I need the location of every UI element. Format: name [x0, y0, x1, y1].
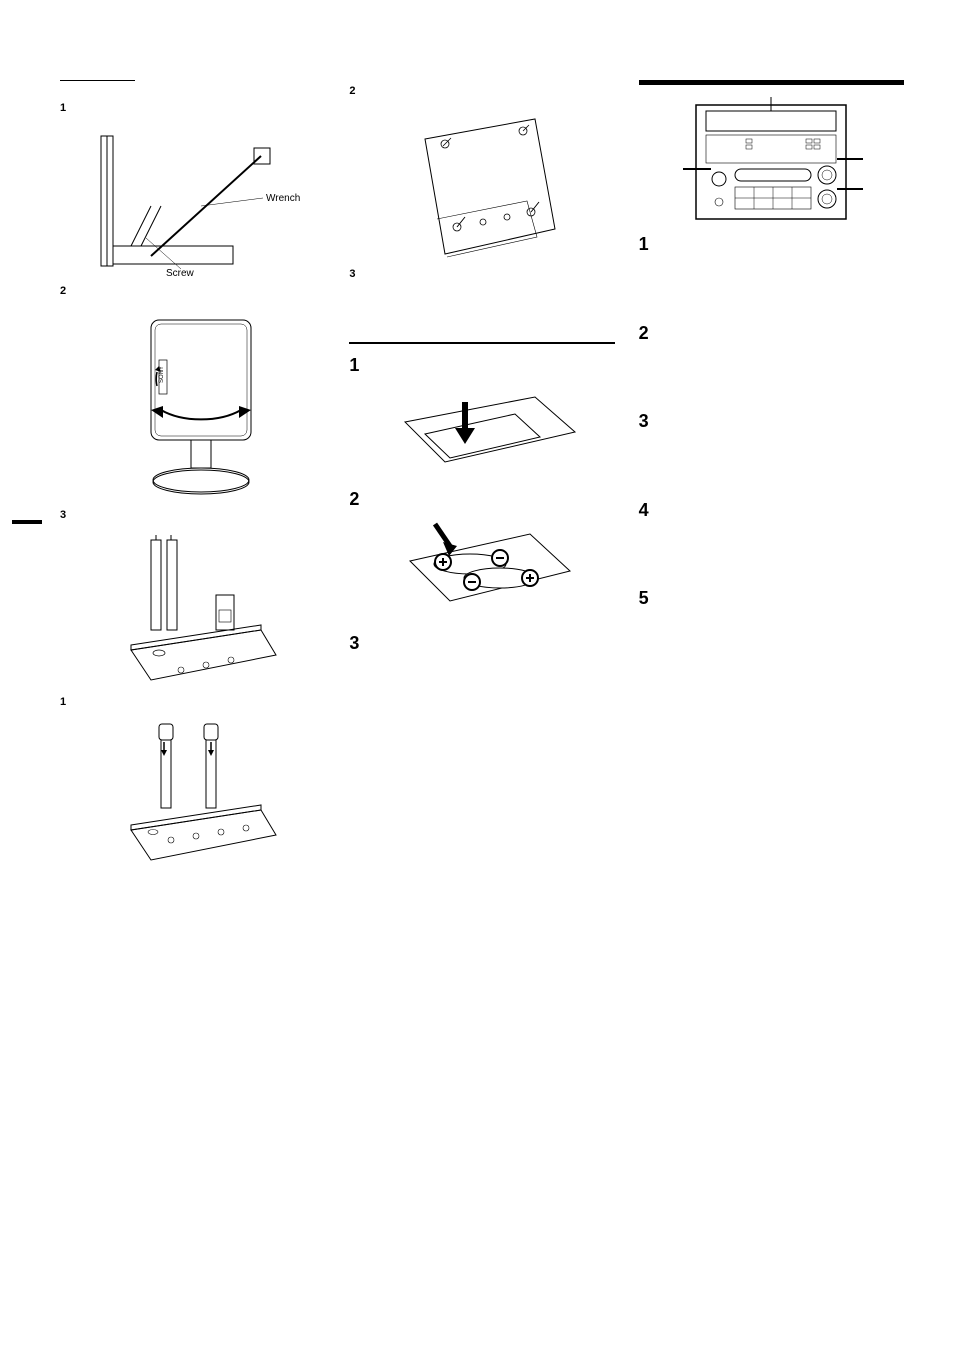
step-number: 2 — [349, 84, 365, 99]
figure-insert-batteries — [365, 516, 614, 626]
figure-lcd-4 — [655, 527, 904, 583]
figure-cord-holder — [76, 535, 325, 685]
figure-detach-caps — [76, 720, 325, 870]
figure-lcd-2 — [655, 350, 904, 406]
figure-wall-mount — [365, 109, 614, 259]
step-number: 1 — [60, 101, 76, 116]
column-2: 2 3 1 — [349, 80, 614, 898]
step-number: 4 — [639, 501, 657, 519]
figure-stereo-front — [639, 97, 904, 227]
label-screw: Screw — [166, 268, 195, 276]
column-3: 1 2 3 4 5 — [639, 80, 904, 898]
language-badge — [12, 520, 42, 524]
label-wrench: Wrench — [266, 193, 300, 204]
step-text — [76, 508, 325, 523]
figure-rotate-speaker: SONY — [76, 310, 325, 500]
figure-open-lid — [365, 382, 614, 482]
page-tab — [0, 520, 42, 524]
step-number: 1 — [639, 235, 657, 253]
step-number: 5 — [639, 589, 657, 607]
svg-text:SONY: SONY — [159, 366, 165, 383]
step-number: 3 — [349, 267, 365, 282]
step-text — [365, 267, 614, 282]
step-text — [365, 84, 614, 99]
step-text — [76, 695, 325, 710]
figure-lcd-3 — [655, 439, 904, 495]
step-number: 2 — [349, 490, 367, 508]
step-number: 2 — [639, 324, 657, 342]
step-number: 3 — [639, 412, 657, 430]
column-1: 1 Wrench Screw 2 SONY — [60, 80, 325, 898]
figure-lcd-5 — [655, 633, 904, 689]
step-number: 1 — [60, 695, 76, 710]
step-text — [76, 101, 325, 116]
step-number: 3 — [349, 634, 367, 652]
figure-wrench: Wrench Screw — [76, 126, 325, 276]
step-number: 3 — [60, 508, 76, 523]
continued-label — [60, 80, 135, 83]
step-number: 2 — [60, 284, 76, 300]
figure-lcd-1 — [655, 262, 904, 318]
step-number: 1 — [349, 356, 367, 374]
